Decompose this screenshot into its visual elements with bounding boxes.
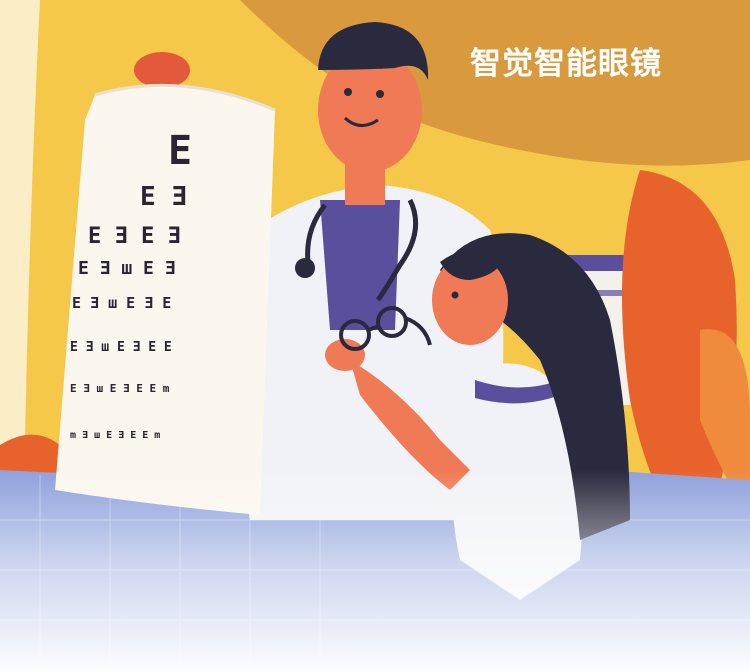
glasses bbox=[339, 306, 432, 351]
chart-row-3: E Ǝ E Ǝ bbox=[88, 224, 181, 249]
eye-chart-paper bbox=[55, 85, 275, 515]
doctor-face bbox=[318, 48, 422, 172]
chart-row-4: E Ǝ ш E Ǝ bbox=[78, 258, 176, 279]
chart-row-6: E Ǝ ш E Ǝ E E bbox=[70, 340, 172, 355]
girl-eye bbox=[451, 291, 459, 299]
chart-row-8: m Ǝ ш E Ǝ E E m bbox=[70, 430, 161, 441]
stethoscope-head bbox=[295, 258, 315, 278]
chart-row-2: E Ǝ bbox=[140, 182, 187, 212]
chart-row-7: E Ǝ ш E Ǝ E E m bbox=[70, 382, 170, 395]
girl-collar bbox=[475, 380, 560, 404]
doctor-eye-left bbox=[344, 88, 352, 96]
brand-title: 智觉智能眼镜 bbox=[470, 46, 662, 82]
chart-curl bbox=[94, 83, 276, 112]
girl-bangs bbox=[440, 248, 505, 280]
left-light-shape bbox=[0, 0, 40, 460]
pin bbox=[134, 52, 190, 88]
chart-row-1: E bbox=[168, 128, 193, 174]
doctor-smile bbox=[343, 116, 379, 127]
orange-leaf-large bbox=[622, 170, 737, 560]
doctor-eye-right bbox=[376, 90, 384, 98]
chart-row-5: E Ǝ ш E Ǝ E bbox=[72, 294, 172, 312]
doctor-hair bbox=[318, 22, 429, 80]
girl-face bbox=[432, 255, 508, 345]
stethoscope bbox=[305, 198, 419, 302]
girl-arm bbox=[350, 360, 470, 490]
